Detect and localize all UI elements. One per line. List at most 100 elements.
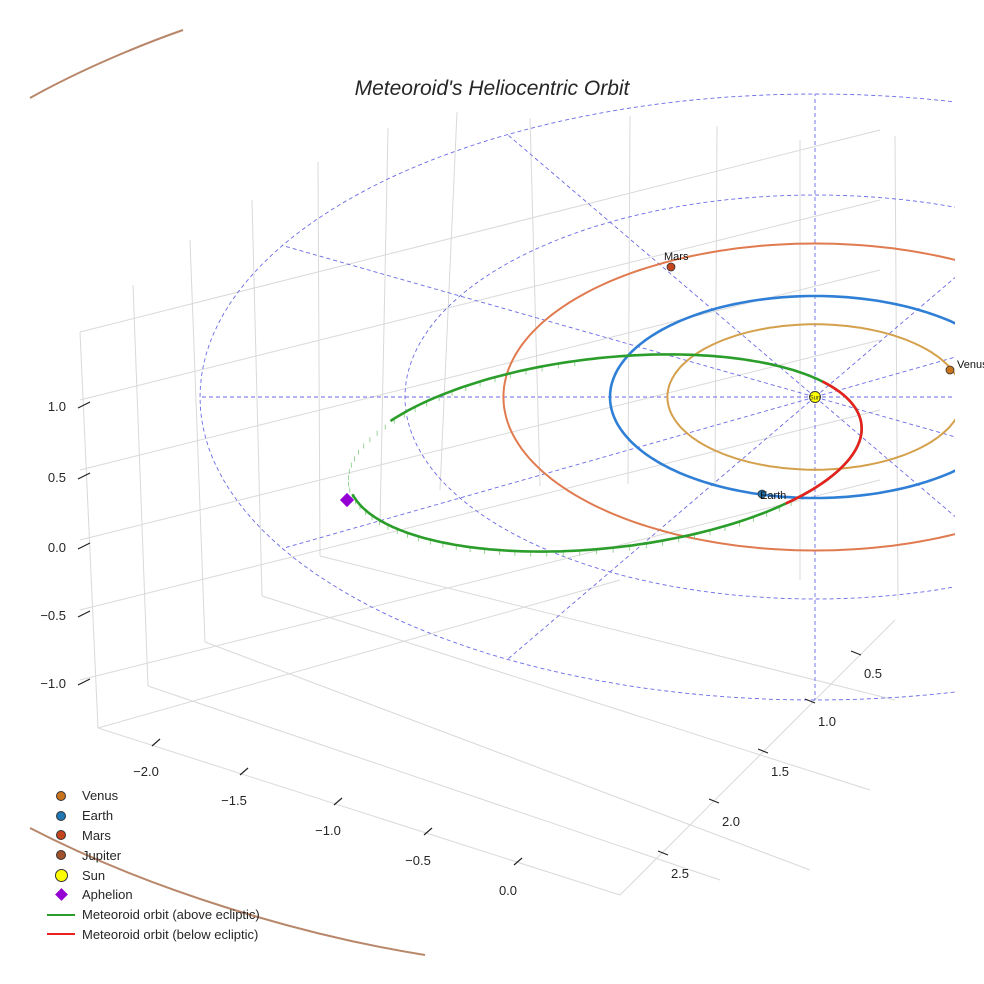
legend-item: Earth [40, 806, 300, 826]
y-tick-mark [657, 850, 669, 856]
z-tick-label: 0.0 [48, 540, 66, 555]
pane-gridline [619, 619, 896, 896]
pane-gridline [97, 579, 621, 729]
legend-symbol [40, 790, 82, 801]
orbit-jupiter [29, 29, 184, 99]
legend-label: Earth [82, 808, 114, 824]
orbit-mars [502, 242, 955, 552]
axes-panes [79, 111, 899, 896]
y-tick-mark [708, 798, 720, 804]
y-tick-label: 1.5 [771, 764, 789, 779]
pane-gridline [132, 284, 149, 687]
planet-label-mars: Mars [664, 251, 689, 263]
x-tick-mark [513, 857, 523, 866]
planet-label-venus: Venus [957, 359, 984, 371]
x-tick-mark [333, 797, 343, 806]
pane-gridline [147, 685, 721, 881]
pane-gridline [529, 117, 541, 487]
pane-gridline [894, 135, 899, 601]
pane-gridline [79, 479, 881, 681]
legend-symbol [40, 830, 82, 841]
legend-symbol [40, 850, 82, 861]
planet-marker-earth [757, 489, 767, 499]
orbit-jupiter [29, 827, 426, 956]
z-tick-label: 1.0 [48, 399, 66, 414]
legend-item: Jupiter [40, 845, 300, 865]
pane-gridline [379, 127, 389, 524]
y-tick-mark [804, 698, 816, 704]
aphelion-marker [339, 492, 355, 508]
legend-label: Sun [82, 867, 106, 883]
z-tick-mark [77, 472, 91, 480]
reference-grid [199, 93, 955, 701]
x-tick-label: −2.0 [133, 764, 159, 779]
meteoroid-below-ecliptic [785, 380, 864, 505]
x-tick-mark [423, 827, 433, 836]
legend-item: Mars [40, 826, 300, 846]
legend-label: Mars [82, 827, 111, 843]
pane-gridline [79, 129, 881, 333]
z-tick-label: −1.0 [40, 676, 66, 691]
sun-label: Sun [810, 396, 821, 402]
pane-gridline [439, 111, 458, 491]
legend-label: Meteoroid orbit (above ecliptic) [82, 907, 260, 923]
pane-gridline [97, 727, 621, 896]
reference-spoke [507, 396, 816, 660]
legend-label: Jupiter [82, 847, 122, 863]
legend-symbol [40, 913, 82, 916]
pane-gridline [79, 331, 99, 729]
pane-gridline [261, 595, 871, 791]
chart-title: Meteoroid's Heliocentric Orbit [355, 77, 631, 100]
x-tick-label: 0.0 [499, 883, 517, 898]
z-tick-label: −0.5 [40, 608, 66, 623]
pane-gridline [79, 409, 881, 611]
legend-label: Meteoroid orbit (below ecliptic) [82, 926, 259, 942]
planet-marker-venus [945, 365, 955, 375]
legend-item: Aphelion [40, 885, 300, 905]
pane-gridline [204, 641, 811, 871]
y-tick-label: 1.0 [818, 714, 836, 729]
planet-label-earth: Earth [760, 490, 786, 502]
y-tick-label: 2.0 [722, 814, 740, 829]
reference-spoke [282, 396, 816, 549]
y-tick-label: 2.5 [671, 866, 689, 881]
planet-marker-mars [666, 262, 676, 272]
legend-symbol [40, 810, 82, 821]
legend: Venus Earth Mars Jupiter Sun Aphelion Meteoroi… [40, 786, 300, 944]
orbit-venus [666, 323, 955, 471]
pane-gridline [79, 199, 881, 401]
reference-spoke [814, 356, 955, 398]
axis-ticks: 1.0 0.5 0.0 −0.5 −1.0 −2.0 −1.5 −1.0 −0.5 0.0 0.5 1… [40, 399, 882, 898]
pane-gridline [627, 115, 631, 485]
sun-marker [809, 391, 821, 403]
legend-label: Venus [82, 788, 119, 804]
x-tick-label: −1.0 [315, 823, 341, 838]
x-tick-label: −0.5 [405, 853, 431, 868]
legend-symbol [40, 933, 82, 936]
meteoroid-orbit [347, 353, 864, 557]
y-tick-mark [757, 748, 769, 754]
pane-gridline [714, 125, 718, 486]
x-tick-mark [239, 767, 249, 776]
legend-symbol [40, 868, 82, 882]
y-tick-mark [850, 650, 862, 656]
z-tick-mark [77, 678, 91, 686]
z-tick-label: 0.5 [48, 470, 66, 485]
reference-spoke [814, 396, 955, 518]
orbit-earth [608, 294, 955, 500]
legend-item: Venus [40, 786, 300, 806]
legend-item: Meteoroid orbit (above ecliptic) [40, 905, 300, 925]
pane-gridline [317, 161, 321, 557]
reference-spoke [814, 276, 955, 398]
z-tick-mark [77, 542, 91, 550]
z-tick-mark [77, 401, 91, 409]
y-tick-label: 0.5 [864, 666, 882, 681]
reference-spoke [814, 396, 955, 438]
legend-label: Aphelion [82, 887, 133, 903]
reference-spoke [282, 245, 816, 398]
reference-spoke [507, 134, 816, 398]
legend-item: Meteoroid orbit (below ecliptic) [40, 925, 300, 945]
pane-gridline [251, 199, 263, 597]
x-tick-mark [151, 738, 161, 747]
